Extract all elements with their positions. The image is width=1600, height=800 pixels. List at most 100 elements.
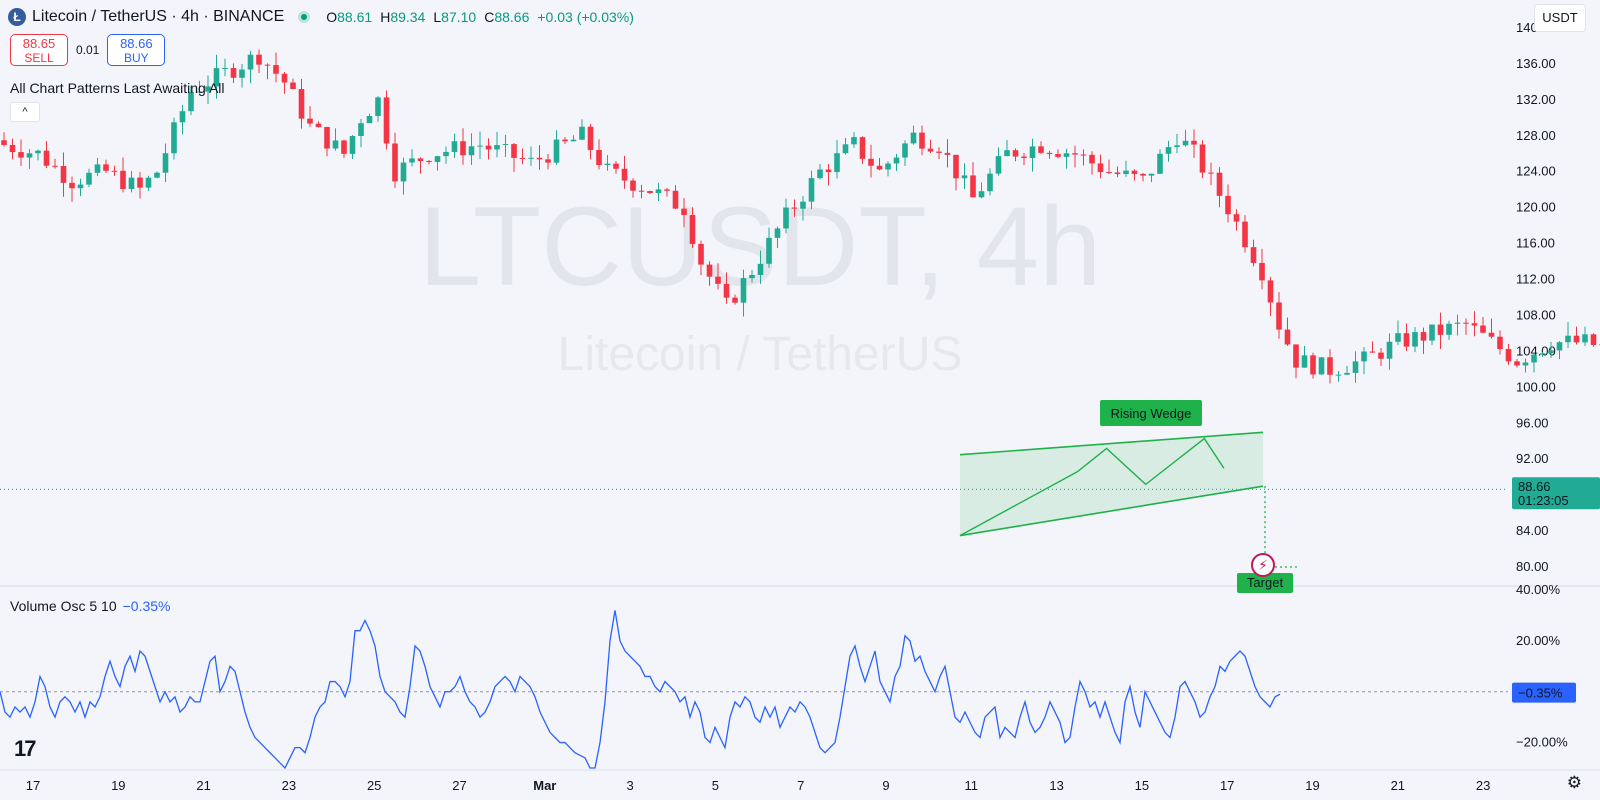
candle-body [111, 170, 118, 172]
candle-body [171, 122, 177, 154]
candle-body [936, 151, 942, 153]
candle-body [851, 137, 857, 145]
candle-body [1488, 332, 1495, 337]
time-tick-label: 21 [1391, 778, 1405, 793]
candle-body [791, 207, 798, 209]
candle-body [919, 132, 925, 149]
candle-body [868, 158, 874, 166]
candle-body [9, 144, 16, 153]
candle-body [1582, 334, 1588, 343]
candle-body [400, 162, 407, 182]
candle-body [732, 297, 738, 303]
candle-body [783, 207, 789, 229]
candle-body [230, 68, 237, 78]
time-tick-label: 11 [965, 778, 979, 793]
candle-body [1531, 354, 1537, 363]
candle-body [434, 156, 441, 162]
candle-body [1216, 172, 1223, 196]
time-tick-label: Mar [533, 778, 556, 793]
currency-selector[interactable]: USDT [1534, 4, 1586, 32]
candle-body [978, 191, 985, 198]
candle-body [579, 126, 585, 140]
candle-body [1097, 163, 1104, 173]
candle-body [995, 156, 1002, 174]
candle-body [1344, 372, 1350, 375]
candle-body [859, 137, 866, 159]
price-tick-label: 104.00 [1516, 343, 1556, 358]
candle-body [77, 184, 84, 189]
spread-value: 0.01 [76, 43, 100, 57]
indicator-legend[interactable]: All Chart Patterns Last Awaiting All [10, 80, 225, 96]
buy-button[interactable]: 88.66 BUY [107, 34, 166, 66]
candle-body [528, 157, 534, 159]
rising-wedge-badge [1100, 400, 1202, 426]
osc-tick-label: −20.00% [1516, 735, 1568, 750]
candle-body [1063, 153, 1070, 157]
candle-body [281, 73, 288, 83]
candle-body [341, 140, 347, 154]
candle-body [927, 148, 934, 152]
candle-body [562, 139, 568, 142]
time-tick-label: 27 [452, 778, 466, 793]
gear-icon[interactable]: ⚙ [1566, 773, 1582, 792]
candle-body [1165, 147, 1172, 154]
volume-osc-legend[interactable]: Volume Osc 5 10 −0.35% [10, 598, 171, 614]
candle-body [800, 201, 806, 209]
watermark-name: Litecoin / TetherUS [558, 328, 963, 381]
wedge-upper-line [959, 431, 1264, 456]
candle-body [1199, 144, 1206, 173]
candle-body [145, 177, 152, 188]
candle-body [1, 140, 7, 145]
candle-body [358, 123, 364, 137]
candle-body [774, 228, 781, 238]
candle-body [808, 178, 815, 202]
candle-body [460, 141, 466, 156]
candle-body [587, 126, 594, 150]
candle-body [842, 144, 849, 154]
rising-wedge-label: Rising Wedge [1111, 406, 1192, 421]
candle-body [205, 86, 211, 92]
time-tick-label: 15 [1135, 778, 1149, 793]
candle-body [1539, 353, 1546, 355]
wedge-fill [960, 432, 1263, 536]
symbol-title[interactable]: Litecoin / TetherUS · 4h · BINANCE [32, 8, 285, 25]
candle-body [69, 182, 75, 189]
candle-body [1148, 173, 1155, 176]
price-tick-label: 84.00 [1516, 523, 1549, 538]
candle-body [630, 180, 636, 191]
candle-body [1412, 332, 1418, 347]
candle-body [647, 191, 653, 194]
time-tick-label: 19 [1305, 778, 1319, 793]
candle-body [485, 145, 492, 150]
candle-body [1301, 355, 1308, 368]
candle-body [1021, 156, 1027, 159]
candle-body [1140, 173, 1146, 176]
candle-body [443, 151, 449, 157]
sell-button[interactable]: 88.65 SELL [10, 34, 68, 66]
candle-body [1208, 172, 1214, 174]
candle-body [681, 208, 687, 216]
price-tick-label: 116.00 [1516, 236, 1555, 251]
candle-body [1004, 150, 1010, 157]
candle-body [213, 68, 220, 87]
price-tick-label: 100.00 [1516, 379, 1556, 394]
candle-body [43, 150, 50, 166]
candle-body [1369, 351, 1376, 353]
candle-body [834, 153, 840, 173]
collapse-legend-button[interactable]: ^ [10, 102, 40, 122]
candle-body [664, 189, 670, 191]
candle-body [298, 89, 305, 119]
tradingview-logo-icon[interactable]: 17 [14, 736, 37, 761]
candle-body [1242, 221, 1248, 248]
candle-body [392, 143, 398, 182]
candle-body [1157, 153, 1163, 174]
osc-value-badge [1512, 682, 1576, 703]
candle-body [1556, 342, 1563, 351]
candle-body [324, 127, 330, 149]
candle-body [1182, 140, 1189, 146]
candle-body [545, 159, 551, 163]
time-tick-label: 5 [712, 778, 719, 793]
candle-body [290, 82, 296, 90]
candle-body [18, 152, 24, 158]
